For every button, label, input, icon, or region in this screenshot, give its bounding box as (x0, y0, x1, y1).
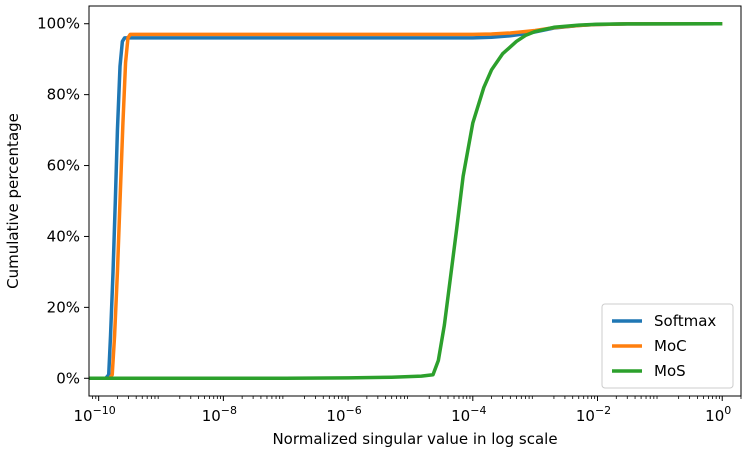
x-tick-base: 10 (705, 407, 724, 425)
x-tick-label: 100 (705, 404, 731, 425)
legend-box (601, 303, 734, 389)
legend-label: MoC (654, 337, 687, 355)
x-tick-label: 10−4 (451, 404, 486, 425)
x-tick-label: 10−2 (576, 404, 611, 425)
x-tick-exponent: −6 (346, 404, 362, 417)
series-layer (89, 21, 723, 381)
legend-item-softmax: Softmax (612, 312, 716, 330)
x-tick-label: 10−8 (202, 404, 237, 425)
x-tick-base: 10 (451, 407, 470, 425)
x-tick-exponent: −8 (221, 404, 237, 417)
x-tick-base: 10 (576, 407, 595, 425)
series-line-mos (89, 21, 723, 381)
x-tick-base: 10 (326, 407, 345, 425)
y-tick-label: 80% (47, 86, 80, 104)
ticks-layer: 10−10 10−8 10−6 10−4 10−2 1000%20%40%60%80%10… (37, 15, 742, 425)
x-tick-exponent: −2 (595, 404, 611, 417)
x-tick-exponent: 0 (724, 404, 731, 417)
legend: Softmax MoC MoS (601, 303, 734, 389)
legend-label: Softmax (654, 312, 716, 330)
x-axis-label: Normalized singular value in log scale (272, 430, 557, 448)
x-tick-base: 10 (202, 407, 221, 425)
x-tick-label: 10−6 (326, 404, 361, 425)
x-tick-exponent: −10 (93, 404, 116, 417)
legend-item-mos: MoS (612, 362, 686, 380)
y-tick-label: 0% (56, 369, 80, 387)
legend-item-moc: MoC (612, 337, 687, 355)
y-tick-label: 100% (37, 15, 80, 33)
y-tick-label: 60% (47, 157, 80, 175)
x-tick-label: 10−10 (74, 404, 116, 425)
y-tick-label: 40% (47, 227, 80, 245)
y-tick-label: 20% (47, 298, 80, 316)
x-tick-base: 10 (74, 407, 93, 425)
x-tick-exponent: −4 (470, 404, 486, 417)
y-axis-label: Cumulative percentage (4, 113, 22, 289)
plot-frame (88, 5, 742, 397)
legend-label: MoS (654, 362, 686, 380)
